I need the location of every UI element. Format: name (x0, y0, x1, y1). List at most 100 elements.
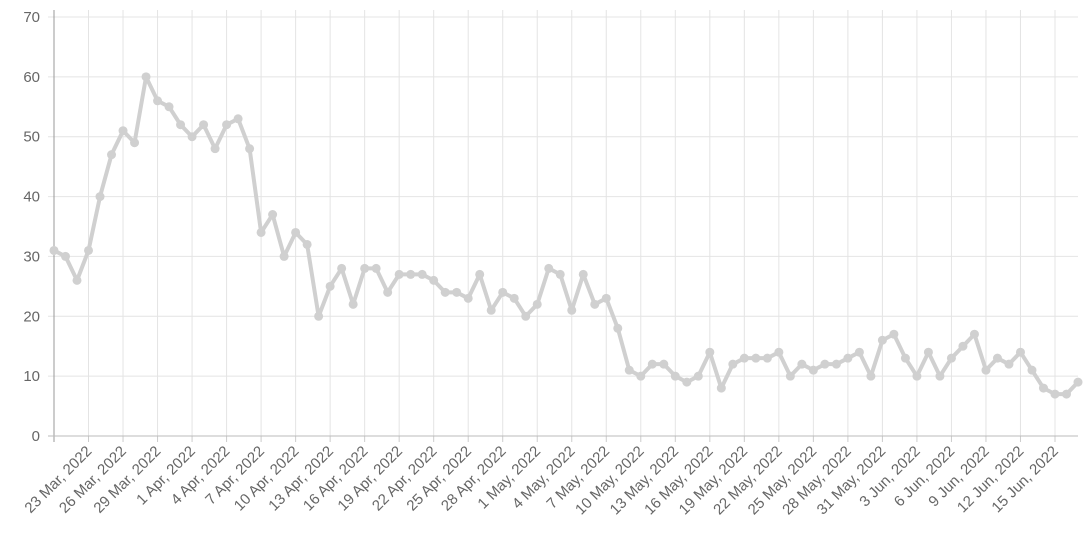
data-point (233, 114, 243, 124)
data-point (164, 102, 174, 112)
data-point (1073, 377, 1083, 387)
data-point (210, 144, 220, 154)
data-point (762, 353, 772, 363)
data-point (728, 359, 738, 369)
data-point (383, 287, 393, 297)
data-point (245, 144, 255, 154)
data-point (153, 96, 163, 106)
data-point (785, 371, 795, 381)
data-point (900, 353, 910, 363)
data-point (429, 275, 439, 285)
data-point (912, 371, 922, 381)
data-point (49, 245, 59, 255)
data-point (268, 210, 278, 220)
data-point (590, 299, 600, 309)
y-tick-label: 50 (23, 129, 40, 146)
data-point (1061, 389, 1071, 399)
data-point (521, 311, 531, 321)
data-point (141, 72, 151, 82)
y-tick-label: 30 (23, 248, 40, 265)
data-point (981, 365, 991, 375)
data-point (843, 353, 853, 363)
data-point (325, 281, 335, 291)
data-point (84, 245, 94, 255)
data-point (877, 335, 887, 345)
y-tick-label: 70 (23, 9, 40, 26)
y-tick-label: 10 (23, 368, 40, 385)
data-point (716, 383, 726, 393)
data-point (682, 377, 692, 387)
data-point (555, 269, 565, 279)
data-point (1038, 383, 1048, 393)
data-point (889, 329, 899, 339)
data-point (314, 311, 324, 321)
data-point (946, 353, 956, 363)
data-point (463, 293, 473, 303)
data-point (1027, 365, 1037, 375)
data-point (831, 359, 841, 369)
data-point (302, 239, 312, 249)
data-point (866, 371, 876, 381)
data-point (72, 275, 82, 285)
data-point (969, 329, 979, 339)
data-point (452, 287, 462, 297)
data-point (992, 353, 1002, 363)
data-point (291, 227, 301, 237)
data-point (693, 371, 703, 381)
data-point (774, 347, 784, 357)
data-point (509, 293, 519, 303)
data-point (95, 192, 105, 202)
data-point (187, 132, 197, 142)
data-point (61, 251, 71, 261)
data-point (406, 269, 416, 279)
data-point (498, 287, 508, 297)
data-point (199, 120, 209, 130)
y-tick-label: 60 (23, 69, 40, 86)
data-point (751, 353, 761, 363)
data-point (360, 263, 370, 273)
data-point (808, 365, 818, 375)
data-point (613, 323, 623, 333)
y-tick-label: 20 (23, 308, 40, 325)
data-point (256, 227, 266, 237)
data-point (659, 359, 669, 369)
data-point (130, 138, 140, 148)
data-point (601, 293, 611, 303)
data-point (820, 359, 830, 369)
data-point (670, 371, 680, 381)
data-point (1004, 359, 1014, 369)
data-point (222, 120, 232, 130)
data-point (107, 150, 117, 160)
y-tick-label: 0 (32, 428, 40, 445)
data-point (1050, 389, 1060, 399)
data-point (118, 126, 128, 136)
data-point (532, 299, 542, 309)
data-point (624, 365, 634, 375)
data-point (705, 347, 715, 357)
data-point (279, 251, 289, 261)
data-point (958, 341, 968, 351)
data-point (394, 269, 404, 279)
data-point (417, 269, 427, 279)
data-point (567, 305, 577, 315)
data-point (348, 299, 358, 309)
data-point (440, 287, 450, 297)
data-point (935, 371, 945, 381)
data-point (636, 371, 646, 381)
data-point (854, 347, 864, 357)
data-point (1015, 347, 1025, 357)
data-point (176, 120, 186, 130)
data-point (739, 353, 749, 363)
data-point (486, 305, 496, 315)
data-point (371, 263, 381, 273)
data-point (544, 263, 554, 273)
data-point (475, 269, 485, 279)
data-point (578, 269, 588, 279)
data-point (797, 359, 807, 369)
data-point (923, 347, 933, 357)
data-point (647, 359, 657, 369)
data-point (337, 263, 347, 273)
y-tick-label: 40 (23, 189, 40, 206)
